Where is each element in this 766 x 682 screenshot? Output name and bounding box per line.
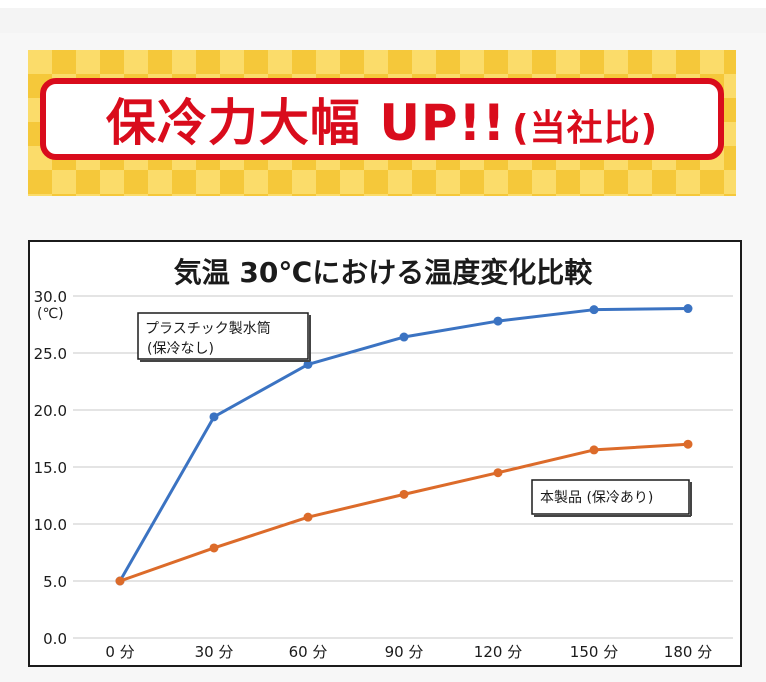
- y-tick-label: 15.0: [34, 459, 67, 477]
- data-point: [493, 468, 503, 478]
- top-gap: [0, 8, 766, 33]
- data-point: [303, 512, 313, 522]
- data-point: [115, 576, 125, 586]
- chart-title: 気温 30℃における温度変化比較: [174, 256, 594, 289]
- x-tick-label: 150 分: [570, 643, 618, 661]
- data-point: [303, 359, 313, 369]
- data-point: [209, 412, 219, 422]
- x-tick-label: 0 分: [105, 643, 134, 661]
- y-tick-label: 25.0: [34, 345, 67, 363]
- y-tick-label: 20.0: [34, 402, 67, 420]
- banner-note: (当社比): [512, 108, 659, 149]
- series-label-1-line1: プラスチック製水筒: [145, 320, 271, 337]
- chart-frame: [28, 240, 742, 667]
- data-point: [493, 316, 503, 326]
- x-tick-label: 90 分: [385, 643, 424, 661]
- y-tick-label: 5.0: [43, 573, 67, 591]
- x-tick-label: 60 分: [289, 643, 328, 661]
- banner-headline-wrap: 保冷力大幅 UP!! (当社比): [106, 83, 658, 155]
- series-label-box-1: [137, 312, 309, 360]
- data-point: [399, 489, 409, 499]
- x-tick-label: 180 分: [664, 643, 712, 661]
- series-label-1-line2: (保冷なし): [147, 341, 214, 357]
- data-point: [683, 304, 693, 314]
- banner-headline: 保冷力大幅 UP!!: [105, 94, 507, 152]
- data-point: [589, 305, 599, 315]
- series-label-2: 本製品 (保冷あり): [540, 490, 653, 506]
- top-strip: [0, 0, 766, 8]
- banner-box: 保冷力大幅 UP!! (当社比): [40, 78, 724, 160]
- data-point: [399, 332, 409, 342]
- x-tick-label: 30 分: [195, 643, 234, 661]
- data-point: [209, 543, 219, 553]
- data-point: [589, 445, 599, 455]
- series-label-box-2: [531, 479, 690, 515]
- data-point: [683, 439, 693, 449]
- y-tick-label: 0.0: [43, 630, 67, 648]
- y-tick-label: 10.0: [34, 516, 67, 534]
- y-axis-unit: (℃): [37, 306, 64, 322]
- x-tick-label: 120 分: [474, 643, 522, 661]
- y-tick-label: 30.0: [34, 288, 67, 306]
